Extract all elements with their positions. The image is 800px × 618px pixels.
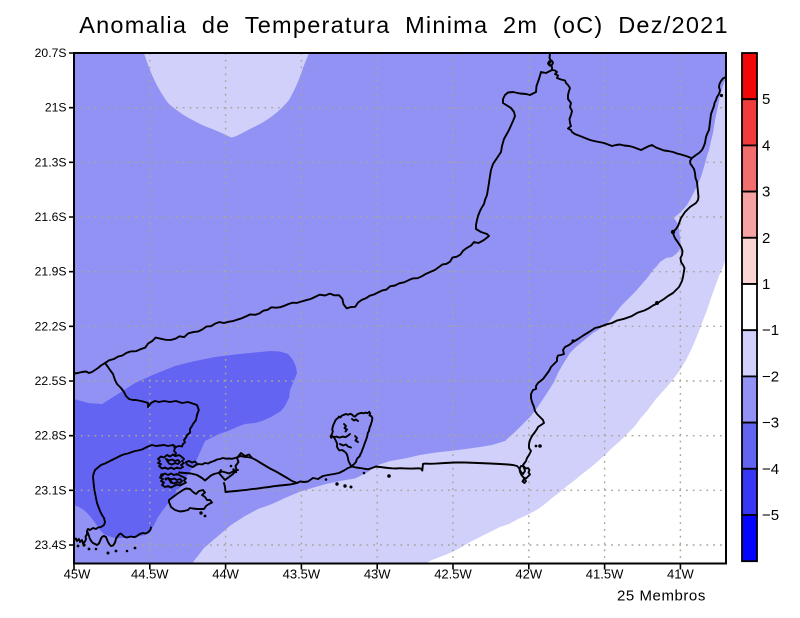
svg-text:25 Membros: 25 Membros — [617, 588, 706, 605]
svg-text:44W: 44W — [212, 567, 239, 582]
svg-text:42.5W: 42.5W — [434, 567, 472, 582]
svg-text:22.2S: 22.2S — [35, 319, 67, 333]
svg-text:42W: 42W — [515, 567, 542, 582]
svg-text:21.9S: 21.9S — [35, 265, 67, 279]
svg-text:43W: 43W — [364, 567, 391, 582]
svg-text:−4: −4 — [762, 461, 779, 478]
svg-text:41W: 41W — [667, 567, 694, 582]
svg-text:−5: −5 — [762, 507, 779, 524]
svg-text:21S: 21S — [45, 101, 67, 115]
svg-text:5: 5 — [762, 91, 770, 108]
svg-text:−2: −2 — [762, 368, 779, 385]
svg-text:21.6S: 21.6S — [35, 210, 67, 224]
svg-text:22.8S: 22.8S — [35, 429, 67, 443]
svg-text:23.1S: 23.1S — [35, 483, 67, 497]
svg-text:45W: 45W — [64, 567, 91, 582]
svg-text:2: 2 — [762, 230, 770, 247]
svg-text:3: 3 — [762, 184, 770, 201]
svg-text:21.3S: 21.3S — [35, 155, 67, 169]
svg-text:1: 1 — [762, 276, 770, 293]
svg-text:44.5W: 44.5W — [131, 567, 169, 582]
svg-text:20.7S: 20.7S — [35, 46, 67, 60]
svg-text:−3: −3 — [762, 415, 779, 432]
svg-text:41.5W: 41.5W — [586, 567, 624, 582]
svg-text:−1: −1 — [762, 322, 779, 339]
svg-text:23.4S: 23.4S — [35, 538, 67, 552]
svg-text:22.5S: 22.5S — [35, 374, 67, 388]
svg-text:4: 4 — [762, 137, 770, 154]
svg-text:43.5W: 43.5W — [283, 567, 321, 582]
svg-text:Anomalia de Temperatura Minima: Anomalia de Temperatura Minima 2m (oC) D… — [79, 12, 729, 38]
